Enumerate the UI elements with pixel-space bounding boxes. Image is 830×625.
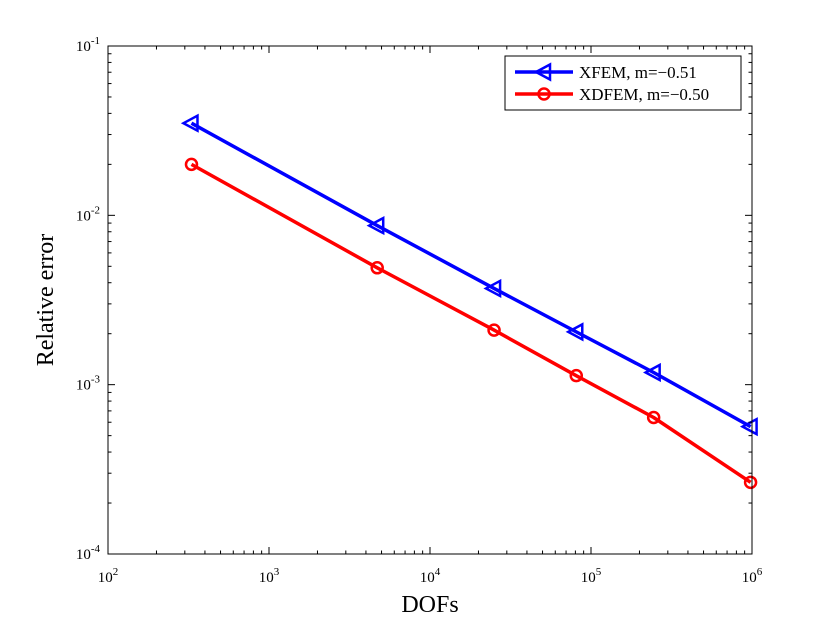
x-tick-label: 104: [420, 566, 441, 586]
data-point: [370, 261, 384, 275]
series-line: [190, 121, 752, 429]
x-tick-label: 103: [259, 566, 280, 586]
data-point: [646, 410, 661, 425]
legend-label: XDFEM, m=−0.50: [579, 85, 709, 104]
y-tick-label: 10-2: [76, 204, 100, 224]
legend-box: [504, 55, 742, 111]
series-1: [180, 113, 758, 437]
data-point: [743, 475, 758, 490]
plot-frame: [107, 45, 753, 555]
x-tick-label: 102: [98, 566, 119, 586]
data-point: [565, 322, 584, 342]
series-line: [190, 162, 752, 484]
y-axis-title: Relative error: [33, 234, 59, 367]
legend-item: XFEM, m=−0.51: [515, 62, 697, 82]
y-tick-label: 10-4: [76, 543, 101, 563]
x-tick-label: 106: [742, 566, 763, 586]
legend-marker: [533, 62, 552, 82]
data-point: [643, 362, 661, 383]
data-point: [487, 323, 501, 337]
data-point: [739, 417, 758, 437]
y-tick-label: 10-3: [76, 374, 101, 394]
ticks-layer: 102 103 104 105 106 10-4 10-3 10-2 10-1: [76, 35, 763, 586]
data-point: [483, 278, 502, 299]
legend: XFEM, m=−0.51 XDFEM, m=−0.50: [504, 55, 742, 111]
y-tick-label: 10-1: [76, 35, 100, 55]
data-point: [366, 215, 385, 236]
legend-item: XDFEM, m=−0.50: [515, 85, 709, 104]
data-point: [184, 157, 199, 172]
legend-marker: [537, 87, 551, 101]
series-2: [184, 157, 758, 490]
legend-label: XFEM, m=−0.51: [579, 63, 697, 82]
x-tick-label: 105: [581, 566, 602, 586]
x-axis-title: DOFs: [401, 592, 458, 618]
marks-layer: [180, 113, 758, 490]
data-point: [180, 113, 199, 133]
data-point: [569, 368, 584, 383]
